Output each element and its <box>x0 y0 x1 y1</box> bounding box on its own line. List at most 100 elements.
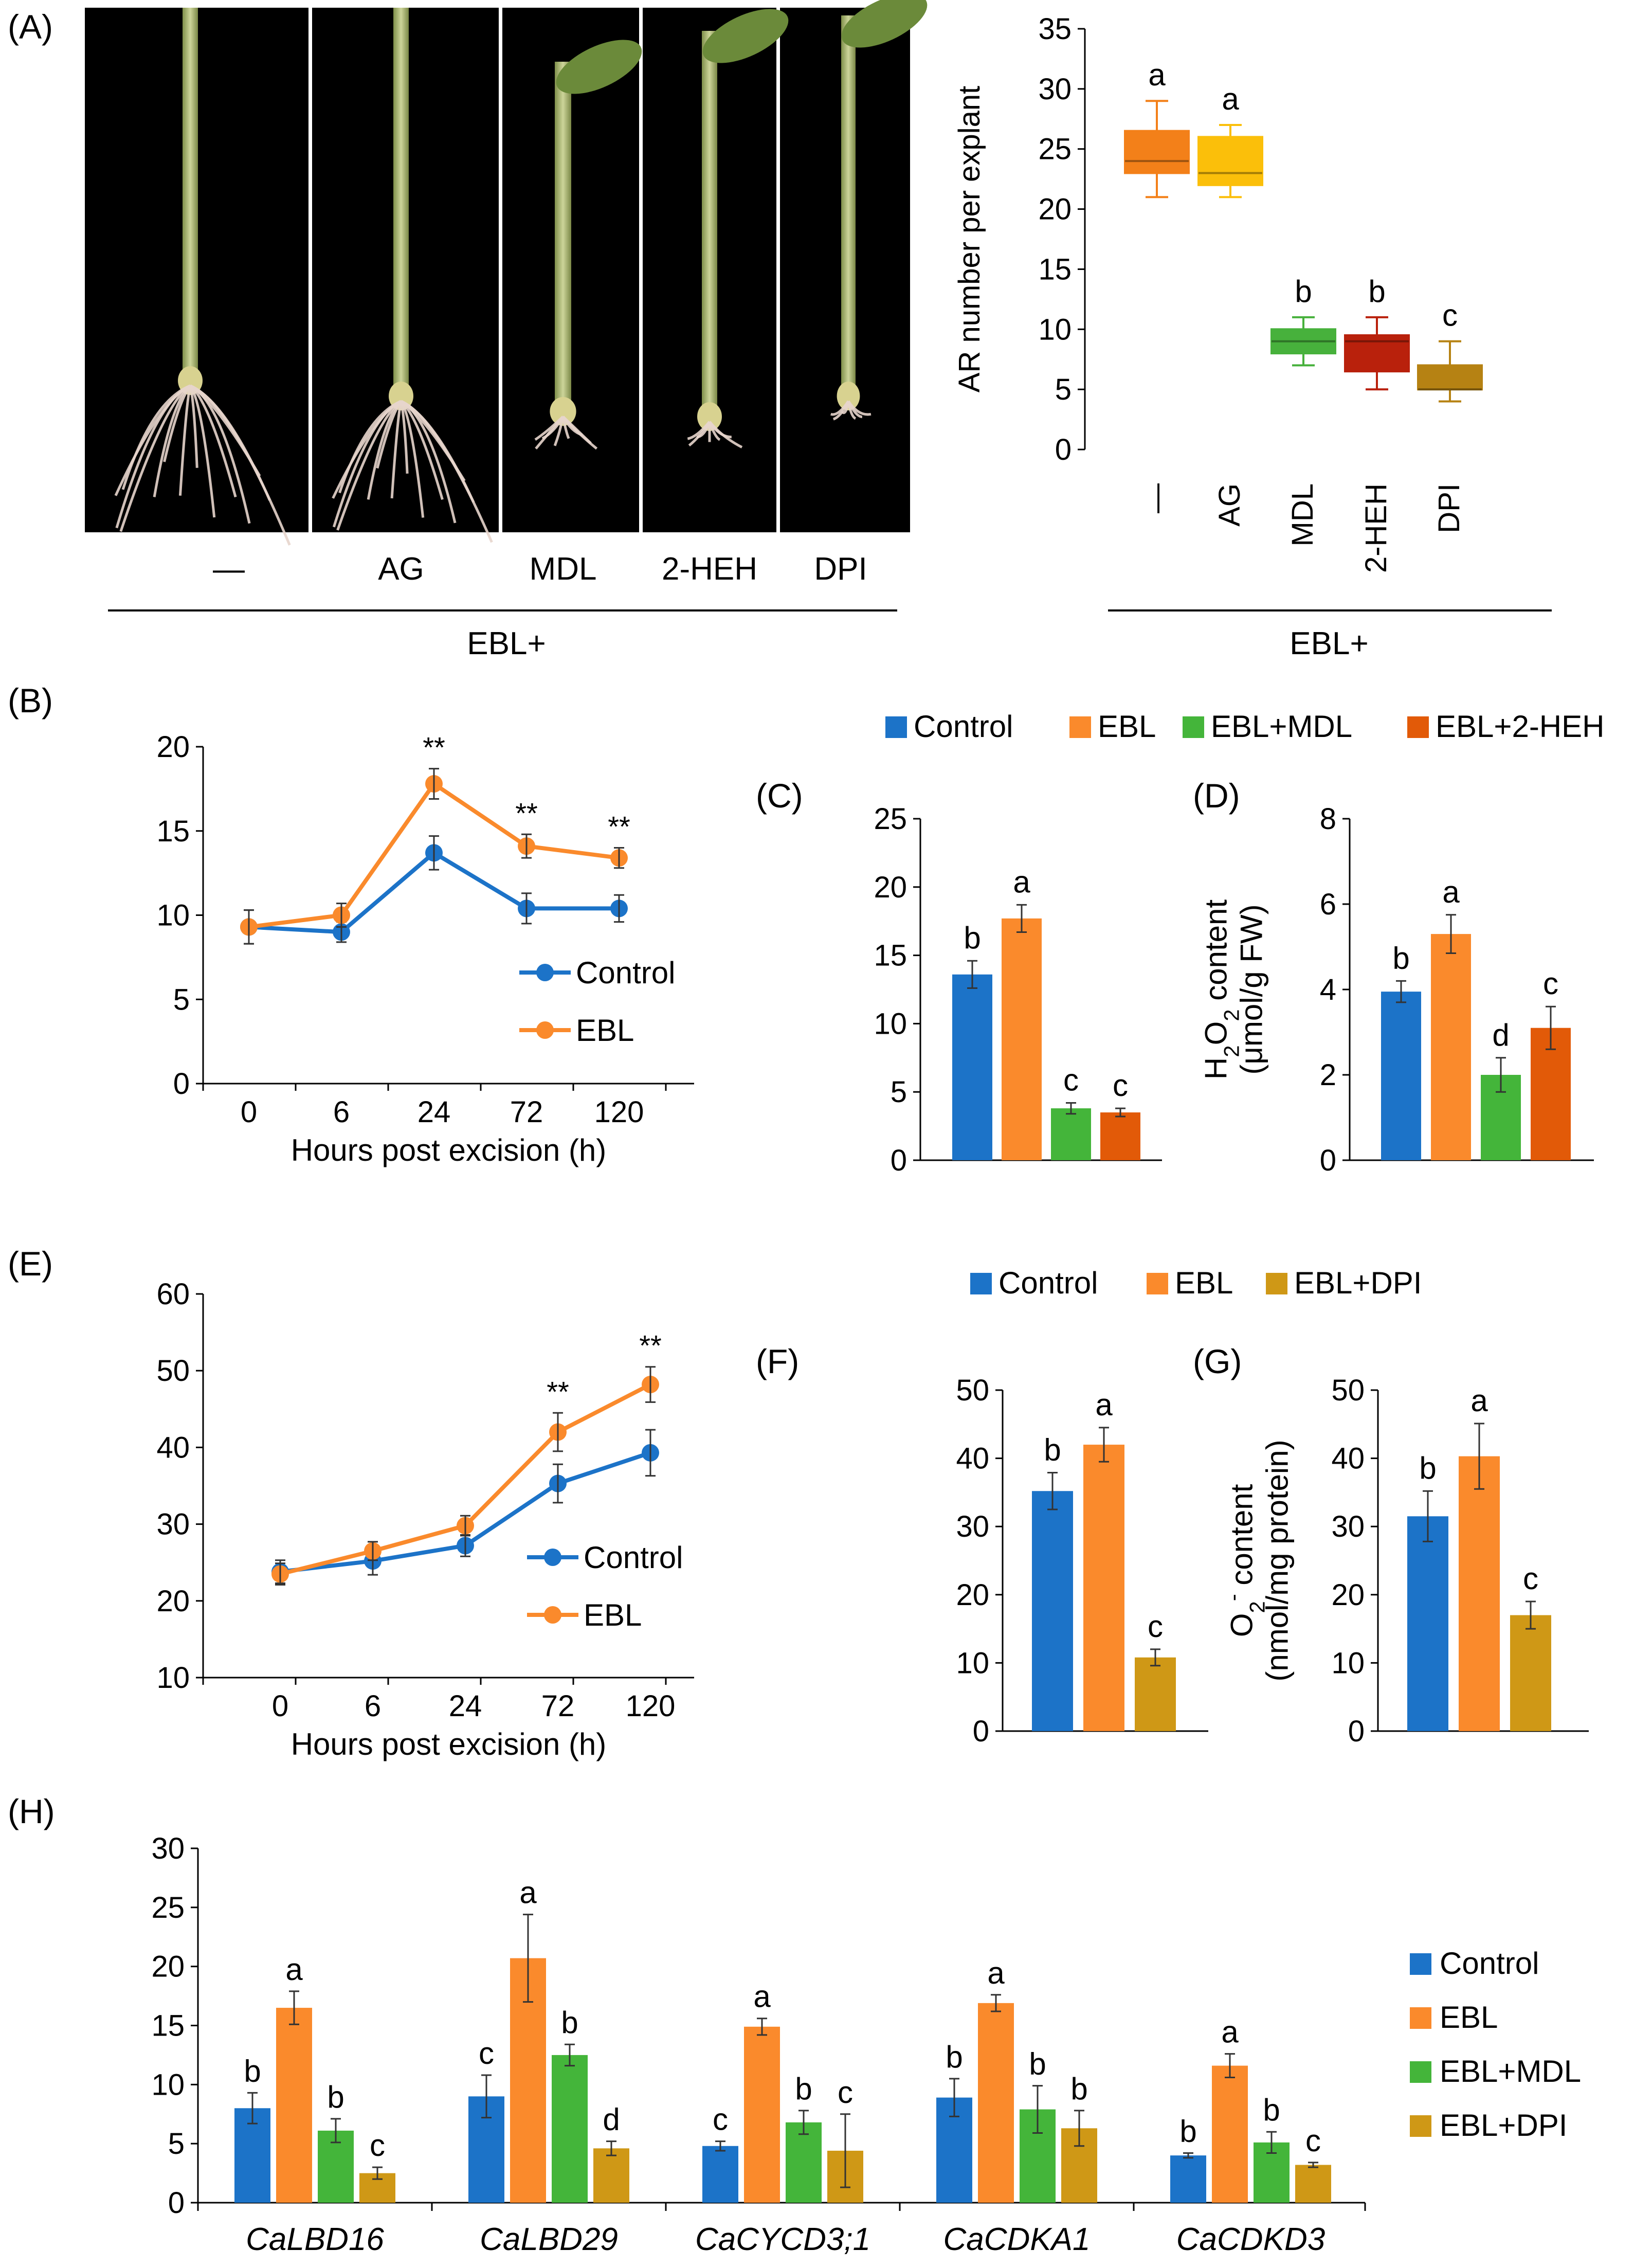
root <box>178 385 192 496</box>
stem <box>183 8 198 381</box>
legend-label: Control <box>576 956 675 990</box>
bar-chart-D-y-label-line: (μmol/g FW) <box>1234 904 1269 1074</box>
bar-chart-G-y-tick-label: 40 <box>1331 1442 1365 1475</box>
gene-label: CaLBD29 <box>480 2222 618 2257</box>
box-body <box>1270 328 1336 355</box>
bar-letter: b <box>244 2054 261 2088</box>
error-bar <box>757 2018 767 2036</box>
line-chart-x-tick-label: 72 <box>510 1095 543 1129</box>
bar-chart-G-y-tick-label: 50 <box>1331 1374 1365 1407</box>
line-chart-x-tick-label: 120 <box>594 1095 644 1129</box>
line-chart-E-y-tick-label: 20 <box>156 1585 190 1618</box>
bar-letter: a <box>753 1979 771 2014</box>
error-bar <box>521 892 532 925</box>
legend-swatch <box>1183 716 1204 738</box>
significance-mark: ** <box>515 797 538 829</box>
error-bar <box>1526 1600 1536 1630</box>
root <box>401 400 493 543</box>
legend-label: EBL <box>1440 2000 1498 2035</box>
bar-chart-C-y-tick-label: 20 <box>874 871 907 904</box>
bar <box>1459 1456 1500 1731</box>
line-chart-B-y-tick-label: 15 <box>156 815 190 848</box>
error-bar <box>645 1366 656 1403</box>
leaf <box>556 40 642 94</box>
error-bar <box>372 2166 383 2180</box>
panel-label-B: (B) <box>8 681 53 719</box>
legend-label: EBL+MDL <box>1211 709 1352 744</box>
photo-label: AG <box>378 551 424 587</box>
root <box>119 384 191 532</box>
box-x-label: 2-HEH <box>1359 483 1393 573</box>
gene-label: CaCDKA1 <box>943 2222 1091 2257</box>
bar <box>952 974 992 1160</box>
error-bar <box>1032 2085 1043 2134</box>
plant-cutting <box>687 9 789 448</box>
grouped-chart-y-tick-label: 30 <box>151 1832 185 1865</box>
bar-chart-D-y-tick-label: 8 <box>1320 802 1336 836</box>
bar-chart-G-y-label-line: (nmol/mg protein) <box>1260 1439 1295 1681</box>
error-bar <box>429 768 439 800</box>
line-chart-x-tick-label: 120 <box>626 1689 676 1723</box>
box-body <box>1417 364 1483 391</box>
line-chart-B-y-tick-label: 10 <box>156 899 190 932</box>
bar-letter: d <box>1492 1018 1509 1052</box>
line-chart-x-tick-label: 72 <box>541 1689 575 1723</box>
error-bar <box>1423 1490 1433 1542</box>
bar-letter: c <box>1523 1561 1538 1596</box>
subscript: 2 <box>1219 1009 1243 1021</box>
box-chart-y-tick-label: 20 <box>1038 193 1072 226</box>
stem <box>702 31 717 417</box>
bar-letter: b <box>1029 2047 1046 2081</box>
legend-marker <box>544 1549 561 1566</box>
bar-chart-D-y-tick-label: 4 <box>1320 973 1336 1006</box>
bar-chart-F-y-tick-label: 40 <box>956 1442 989 1475</box>
legend-swatch <box>1266 1273 1287 1294</box>
legend-swatch <box>1407 716 1429 738</box>
root <box>400 400 425 518</box>
legend-swatch <box>1410 2061 1431 2083</box>
stem <box>393 8 409 396</box>
bar-chart-G-y-tick-label: 0 <box>1348 1715 1365 1748</box>
gene-label: CaLBD16 <box>246 2222 384 2257</box>
line-chart-E-y-tick-label: 10 <box>156 1661 190 1695</box>
legend-marker <box>544 1606 561 1624</box>
gene-label: CaCDKD3 <box>1176 2222 1325 2257</box>
error-bar <box>247 2092 258 2125</box>
photo-label: 2-HEH <box>662 551 757 587</box>
error-bar <box>429 835 439 871</box>
error-bar <box>840 2113 850 2188</box>
bar-chart-D-y-tick-label: 0 <box>1320 1144 1336 1177</box>
root <box>709 421 743 448</box>
bar-chart-G-y-tick-label: 20 <box>1331 1578 1365 1612</box>
error-bar <box>275 1562 285 1586</box>
photo-group-label: EBL+ <box>467 626 546 661</box>
bar-letter: c <box>1305 2123 1321 2158</box>
callus <box>550 397 576 426</box>
photo-divider <box>308 8 312 532</box>
panel-label-A: (A) <box>8 8 53 46</box>
bar-chart-D-y-label-line: H2O2 content <box>1199 899 1244 1080</box>
error-bar <box>523 1914 533 2003</box>
legend-swatch <box>1147 1273 1168 1294</box>
bar-letter: a <box>1470 1383 1488 1418</box>
root <box>190 384 291 546</box>
box-body <box>1197 136 1263 186</box>
legend-label: EBL <box>1098 709 1156 744</box>
box-x-label: MDL <box>1286 483 1319 546</box>
root <box>189 385 216 518</box>
box-body <box>1124 130 1190 174</box>
line-chart-x-label: Hours post excision (h) <box>291 1133 607 1167</box>
line-chart-E-y-tick-label: 40 <box>156 1431 190 1464</box>
bar-letter: b <box>964 921 981 955</box>
subscript: 2 <box>1219 1045 1243 1057</box>
bar-letter: c <box>1148 1609 1163 1644</box>
grouped-chart-y-tick-label: 10 <box>151 2068 185 2101</box>
bar <box>786 2122 822 2203</box>
bar-letter: c <box>1543 966 1558 1001</box>
box-3 <box>1344 316 1410 391</box>
legend-label: EBL+DPI <box>1440 2108 1567 2143</box>
box-letter: b <box>1295 274 1312 309</box>
line-chart-B-y-tick-label: 5 <box>173 983 190 1016</box>
bar <box>978 2003 1014 2203</box>
root <box>390 401 403 499</box>
